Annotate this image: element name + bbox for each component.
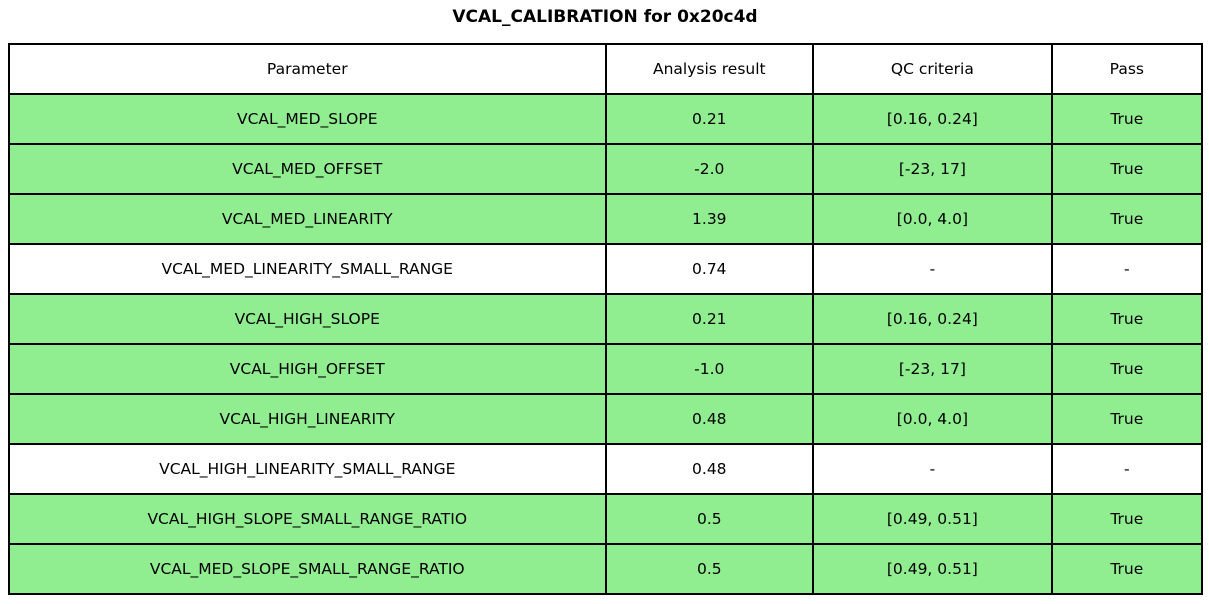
cell-result: 0.21 [604,293,815,345]
cell-result: 0.5 [604,493,815,545]
cell-result: 0.5 [604,543,815,595]
cell-parameter: VCAL_MED_OFFSET [8,143,607,195]
cell-criteria: [-23, 17] [812,143,1053,195]
table-row: VCAL_MED_LINEARITY_SMALL_RANGE 0.74- - [8,243,1204,295]
column-header-pass: Pass [1050,43,1204,95]
cell-pass: True [1050,293,1204,345]
table-row: VCAL_HIGH_LINEARITY_SMALL_RANGE 0.48- - [8,443,1204,495]
cell-pass: True [1050,393,1204,445]
cell-parameter: VCAL_MED_SLOPE_SMALL_RANGE_RATIO [8,543,607,595]
page-title: VCAL_CALIBRATION for 0x20c4d [452,7,758,27]
cell-parameter: VCAL_HIGH_SLOPE [8,293,607,345]
table-header-row: Parameter Analysis result QC criteria Pa… [8,43,1204,95]
cell-criteria: [0.16, 0.24] [812,93,1053,145]
cell-criteria: - [812,243,1053,295]
table-row: VCAL_MED_OFFSET -2.0 [-23, 17] True [8,143,1204,195]
cell-parameter: VCAL_HIGH_SLOPE_SMALL_RANGE_RATIO [8,493,607,545]
cell-criteria: - [812,443,1053,495]
cell-parameter: VCAL_HIGH_LINEARITY [8,393,607,445]
cell-pass: True [1050,93,1204,145]
cell-criteria: [0.49, 0.51] [812,493,1053,545]
cell-criteria: [0.49, 0.51] [812,543,1053,595]
table-row: VCAL_MED_SLOPE_SMALL_RANGE_RATIO 0.5 [0.49… [8,543,1204,595]
cell-pass: True [1050,343,1204,395]
table-body: VCAL_MED_SLOPE 0.21 [0.16, 0.24] True VCAL_M… [8,93,1204,595]
table-row: VCAL_HIGH_SLOPE_SMALL_RANGE_RATIO 0.5 [0.4… [8,493,1204,545]
cell-result: 0.48 [604,443,815,495]
cell-pass: True [1050,543,1204,595]
table-row: VCAL_MED_LINEARITY 1.39 [0.0, 4.0] True [8,193,1204,245]
cell-pass: True [1050,493,1204,545]
cell-criteria: [0.0, 4.0] [812,393,1053,445]
cell-pass: - [1050,243,1204,295]
cell-parameter: VCAL_MED_LINEARITY [8,193,607,245]
table-row: VCAL_HIGH_OFFSET -1.0 [-23, 17] True [8,343,1204,395]
column-header-parameter: Parameter [8,43,607,95]
cell-parameter: VCAL_MED_LINEARITY_SMALL_RANGE [8,243,607,295]
cell-parameter: VCAL_MED_SLOPE [8,93,607,145]
cell-criteria: [0.0, 4.0] [812,193,1053,245]
qc-results-table: Parameter Analysis result QC criteria Pa… [8,43,1204,595]
cell-criteria: [0.16, 0.24] [812,293,1053,345]
cell-parameter: VCAL_HIGH_OFFSET [8,343,607,395]
cell-parameter: VCAL_HIGH_LINEARITY_SMALL_RANGE [8,443,607,495]
cell-result: 0.21 [604,93,815,145]
cell-result: 0.48 [604,393,815,445]
table-row: VCAL_HIGH_SLOPE 0.21 [0.16, 0.24] True [8,293,1204,345]
cell-pass: True [1050,143,1204,195]
cell-result: -2.0 [604,143,815,195]
cell-pass: - [1050,443,1204,495]
column-header-analysis-result: Analysis result [604,43,815,95]
cell-pass: True [1050,193,1204,245]
table-row: VCAL_HIGH_LINEARITY 0.48 [0.0, 4.0] True [8,393,1204,445]
cell-result: 0.74 [604,243,815,295]
cell-result: -1.0 [604,343,815,395]
column-header-qc-criteria: QC criteria [812,43,1053,95]
cell-result: 1.39 [604,193,815,245]
table-row: VCAL_MED_SLOPE 0.21 [0.16, 0.24] True [8,93,1204,145]
cell-criteria: [-23, 17] [812,343,1053,395]
